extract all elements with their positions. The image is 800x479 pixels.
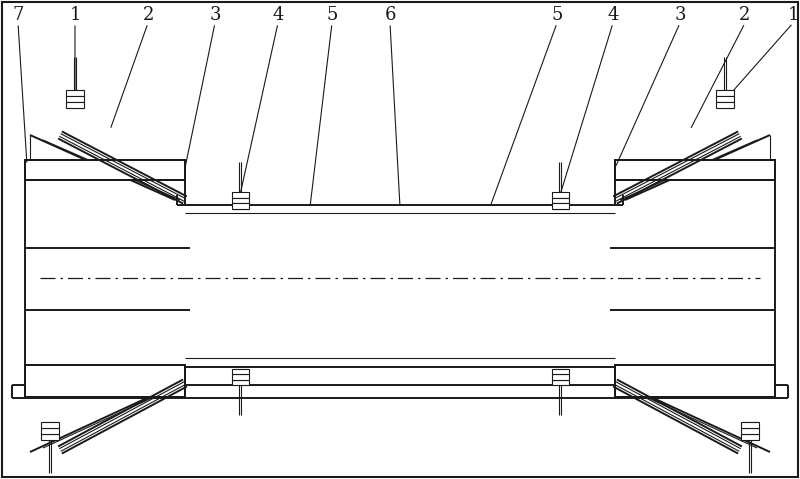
Bar [551, 192, 569, 197]
Text: 1: 1 [787, 6, 798, 24]
Bar [231, 197, 249, 203]
Text: 5: 5 [326, 6, 338, 24]
Bar [41, 428, 59, 434]
Bar [66, 96, 84, 102]
Bar [231, 192, 249, 197]
Text: 1: 1 [70, 6, 81, 24]
Bar [551, 374, 569, 379]
Bar [716, 90, 734, 96]
Text: 3: 3 [674, 6, 686, 24]
Polygon shape [25, 365, 185, 397]
Bar [716, 102, 734, 108]
Bar [551, 197, 569, 203]
Bar [551, 203, 569, 208]
Bar [231, 368, 249, 374]
Text: 2: 2 [142, 6, 154, 24]
Bar [231, 374, 249, 379]
Bar [716, 96, 734, 102]
Bar [551, 368, 569, 374]
Bar [741, 422, 759, 428]
Bar [741, 434, 759, 440]
Text: 4: 4 [272, 6, 284, 24]
Text: 2: 2 [739, 6, 750, 24]
Bar [41, 422, 59, 428]
Polygon shape [615, 160, 775, 180]
Bar [231, 379, 249, 385]
Polygon shape [25, 160, 185, 180]
Text: 3: 3 [210, 6, 221, 24]
Text: 5: 5 [551, 6, 562, 24]
Bar [741, 428, 759, 434]
Polygon shape [615, 365, 775, 397]
Text: 6: 6 [384, 6, 396, 24]
Bar [66, 102, 84, 108]
Bar [551, 379, 569, 385]
Text: 4: 4 [607, 6, 618, 24]
Bar [41, 434, 59, 440]
Bar [66, 90, 84, 96]
Bar [231, 203, 249, 208]
Text: 7: 7 [12, 6, 24, 24]
